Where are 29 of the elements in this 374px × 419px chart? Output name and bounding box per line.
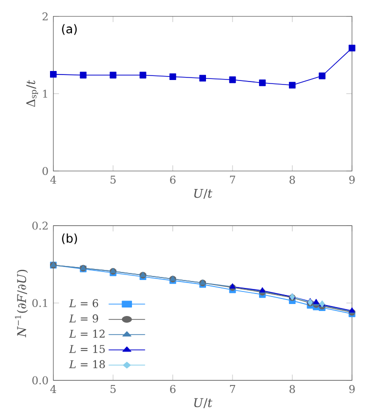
x-tick-label: 8 bbox=[290, 176, 295, 184]
x-axis-title: U/t bbox=[194, 398, 212, 408]
legend-label: L = 15 bbox=[69, 344, 105, 353]
x-tick-label: 7 bbox=[230, 176, 236, 184]
x-tick-label: 4 bbox=[50, 385, 56, 393]
y-tick-label: 0.1 bbox=[32, 298, 48, 308]
y-tick-label: 0.0 bbox=[32, 376, 48, 384]
legend-label: L = 12 bbox=[69, 330, 105, 338]
y-axis-title: Δ$_{sp}$/t bbox=[26, 80, 38, 107]
x-tick-label: 6 bbox=[170, 385, 176, 394]
legend-label: L = 9 bbox=[69, 314, 98, 322]
y-tick-label: 2 bbox=[42, 12, 48, 20]
text: (a) bbox=[62, 24, 77, 35]
x-tick-label: 8 bbox=[290, 385, 295, 394]
legend-label: L = 6 bbox=[69, 299, 98, 308]
y-tick-label: 0.2 bbox=[32, 222, 48, 230]
y-tick-label: 0 bbox=[42, 166, 48, 176]
x-tick-label: 5 bbox=[110, 385, 116, 393]
x-tick-label: 9 bbox=[349, 176, 355, 184]
y-axis-title: N$^{−1}$(∂F/∂U) bbox=[14, 270, 28, 338]
x-axis-title: U/t bbox=[194, 188, 212, 199]
text: (b) bbox=[62, 233, 77, 244]
x-tick-label: 7 bbox=[230, 385, 236, 393]
y-tick-label: 1 bbox=[43, 90, 48, 98]
x-tick-label: 6 bbox=[170, 176, 176, 184]
legend-label: L = 18 bbox=[69, 360, 105, 368]
x-tick-label: 5 bbox=[110, 176, 116, 184]
x-tick-label: 4 bbox=[50, 176, 56, 184]
x-tick-label: 9 bbox=[349, 385, 355, 394]
